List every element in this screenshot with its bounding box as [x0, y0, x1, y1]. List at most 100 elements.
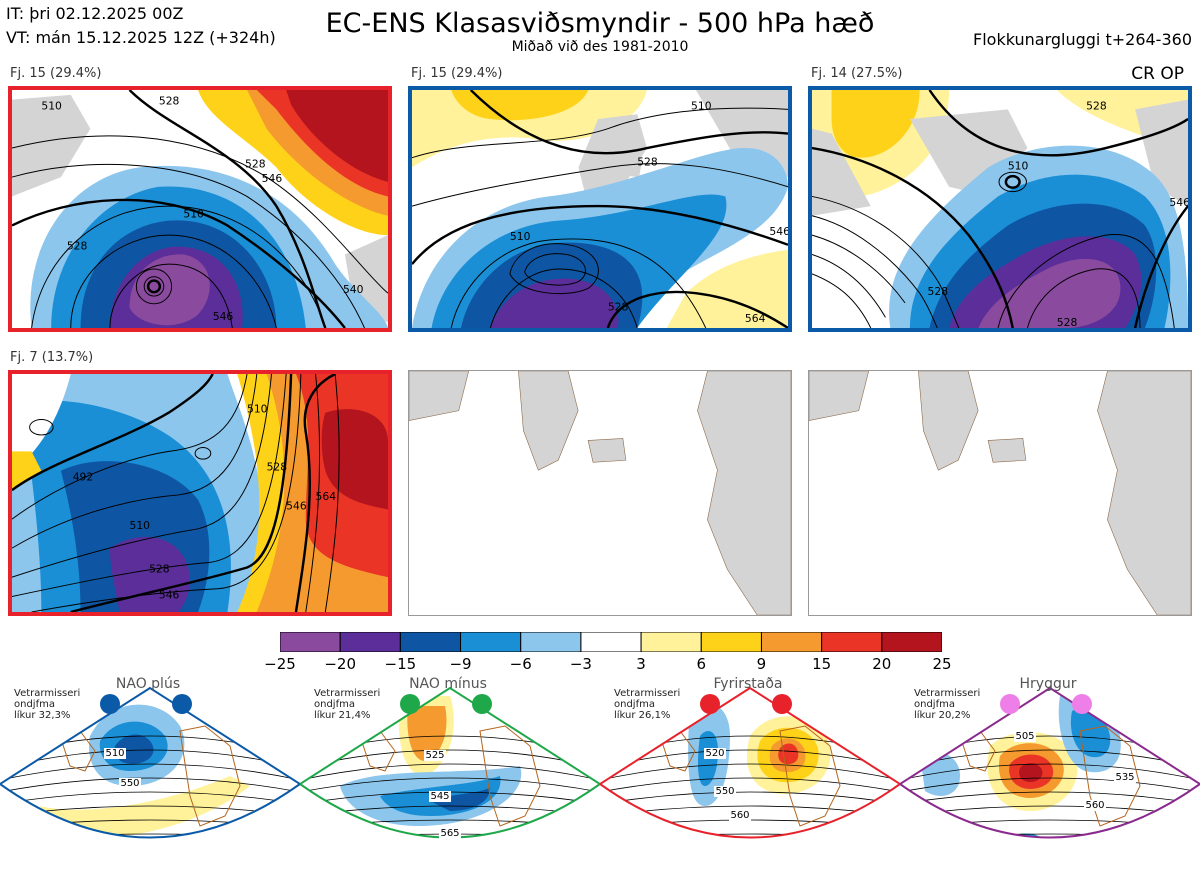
- regime-contour: [0, 777, 300, 793]
- regime-contour: [600, 763, 900, 781]
- regime-fan-map: 510 550: [0, 686, 300, 839]
- colorbar-swatches: [280, 632, 942, 652]
- page-title: EC-ENS Klasasviðsmyndir - 500 hPa hæð: [325, 8, 875, 39]
- valid-time: VT: mán 15.12.2025 12Z (+324h): [6, 28, 276, 47]
- colorbar-swatch: [399, 632, 462, 652]
- p1-contour-528c: 528: [159, 95, 180, 108]
- regime-anomaly-shading: [1019, 762, 1043, 782]
- colorbar-swatch: [339, 632, 401, 652]
- p4-contour-510: 510: [130, 519, 151, 532]
- regime-note-line: ondjfma: [14, 699, 55, 710]
- p2-contour-510: 510: [510, 230, 531, 243]
- empty-map-1: [408, 370, 792, 616]
- regime-note-line: líkur 26,1%: [614, 710, 671, 721]
- colorbar-swatch: [460, 632, 522, 652]
- p4-contour-564: 564: [316, 490, 337, 503]
- colorbar-tick-label: 3: [636, 655, 646, 673]
- regime-note-line: ondjfma: [914, 699, 955, 710]
- regime-contour-label-bg: [729, 810, 751, 821]
- classification-window: Flokkunargluggi t+264-360: [973, 30, 1192, 49]
- p2-contour-528: 528: [637, 156, 658, 169]
- regime-inset-3: 520 550 560 Fyrirstaða Vetrarmisseri ondjfma l…: [600, 676, 900, 871]
- regime-note-line: líkur 20,2%: [914, 710, 971, 721]
- p4-contour-528b: 528: [267, 461, 288, 474]
- regime-probability-note: Vetrarmisseri ondjfma líkur 32,3%: [14, 688, 80, 721]
- regime-marker-dot: [700, 694, 720, 714]
- colorbar-swatch: [881, 632, 942, 652]
- regime-contour: [600, 791, 900, 805]
- cluster-map-1[interactable]: 510 528 546 540 528 510 528 546: [8, 86, 392, 332]
- p4-contour-540: 546: [159, 589, 180, 602]
- regime-note-line: líkur 21,4%: [314, 710, 371, 721]
- cluster-map-3-graphic: 510 528 528 546 528: [812, 90, 1188, 328]
- regime-note-line: Vetrarmisseri: [614, 688, 681, 699]
- regime-contour-label: 550: [715, 786, 734, 797]
- regime-contour-label-bg: [1084, 800, 1106, 811]
- regime-anomaly-shading: [778, 743, 799, 765]
- colorbar-tick-label: 9: [756, 655, 767, 673]
- empty-map-2: [808, 370, 1192, 616]
- regime-anomaly-shading: [430, 788, 490, 811]
- colorbar-tick-label: −6: [509, 655, 532, 673]
- regime-probability-note: Vetrarmisseri ondjfma líkur 20,2%: [914, 688, 980, 721]
- regime-marker-dot: [772, 694, 792, 714]
- p2-contour-510b: 510: [691, 99, 712, 112]
- regime-contour: [900, 848, 1200, 852]
- regime-contour-label-bg: [704, 748, 726, 759]
- cluster-map-3[interactable]: 510 528 528 546 528: [808, 86, 1192, 332]
- panel-4-label: Fj. 7 (13.7%): [10, 350, 94, 365]
- regime-fan-border: [600, 686, 900, 839]
- p1-contour-546: 546: [262, 172, 283, 185]
- p4-contour-492: 492: [73, 470, 94, 483]
- cr-op-tag: CR OP: [1131, 64, 1184, 84]
- colorbar-tick-label: −3: [569, 655, 592, 673]
- regime-fan-border: [900, 686, 1200, 839]
- colorbar-tick-label: 25: [932, 655, 952, 673]
- page-subtitle: Miðað við des 1981-2010: [511, 39, 689, 55]
- empty-map-1-graphic: [409, 371, 791, 615]
- colorbar-swatch: [520, 632, 582, 652]
- regime-contour-label: 510: [105, 748, 124, 759]
- regime-contour-label-bg: [119, 778, 141, 789]
- regime-marker-dot: [100, 694, 120, 714]
- regime-contour-label: 535: [1115, 772, 1134, 783]
- p1-contour-546b: 546: [213, 310, 234, 323]
- colorbar-swatch: [821, 632, 883, 652]
- p1-contour-540: 540: [343, 283, 364, 296]
- regime-anomaly-shading: [40, 776, 250, 838]
- regime-fan-map: 505 535 560: [900, 686, 1200, 852]
- regime-inset-4: 505 535 560 Hryggur Vetrarmisseri ondjfma líku…: [900, 676, 1200, 871]
- regime-contour: [600, 848, 900, 852]
- colorbar-swatch: [280, 632, 341, 652]
- regime-contour: [0, 763, 300, 781]
- regime-note-line: líkur 32,3%: [14, 710, 71, 721]
- p1-contour-510: 510: [41, 99, 62, 112]
- p4-contour-510b: 510: [247, 403, 268, 416]
- regime-title: NAO mínus: [409, 676, 487, 692]
- colorbar-tick-label: 15: [812, 655, 832, 673]
- regime-contour-label: 565: [440, 828, 459, 839]
- regime-title: Hryggur: [1019, 676, 1077, 692]
- regime-contour-label-bg: [1014, 731, 1036, 742]
- regime-anomaly-shading: [407, 706, 447, 761]
- regime-contour-label-bg: [439, 828, 461, 839]
- regime-contour-label: 505: [1015, 731, 1034, 742]
- cluster-map-4[interactable]: 492 510 528 546 564 510 528 546: [8, 370, 392, 616]
- p2-contour-564: 564: [745, 312, 766, 325]
- p3-contour-546: 546: [1169, 196, 1188, 209]
- cluster-map-2[interactable]: 510 528 528 546 510 564: [408, 86, 792, 332]
- p3-contour-528c: 528: [1086, 99, 1107, 112]
- colorbar-swatch: [640, 632, 702, 652]
- regime-contour-label-bg: [1114, 772, 1136, 783]
- colorbar: [280, 632, 942, 652]
- regime-contour-label-bg: [714, 786, 736, 797]
- regime-contour-label: 525: [425, 750, 444, 761]
- init-time: IT: þri 02.12.2025 00Z: [6, 4, 184, 23]
- regime-marker-dot: [172, 694, 192, 714]
- regime-contour: [0, 791, 300, 805]
- colorbar-tick-label: 20: [872, 655, 892, 673]
- regime-note-line: Vetrarmisseri: [914, 688, 981, 699]
- p1-contour-510b: 510: [183, 208, 204, 221]
- regime-contour: [300, 777, 600, 793]
- panel-2-label: Fj. 15 (29.4%): [411, 66, 503, 81]
